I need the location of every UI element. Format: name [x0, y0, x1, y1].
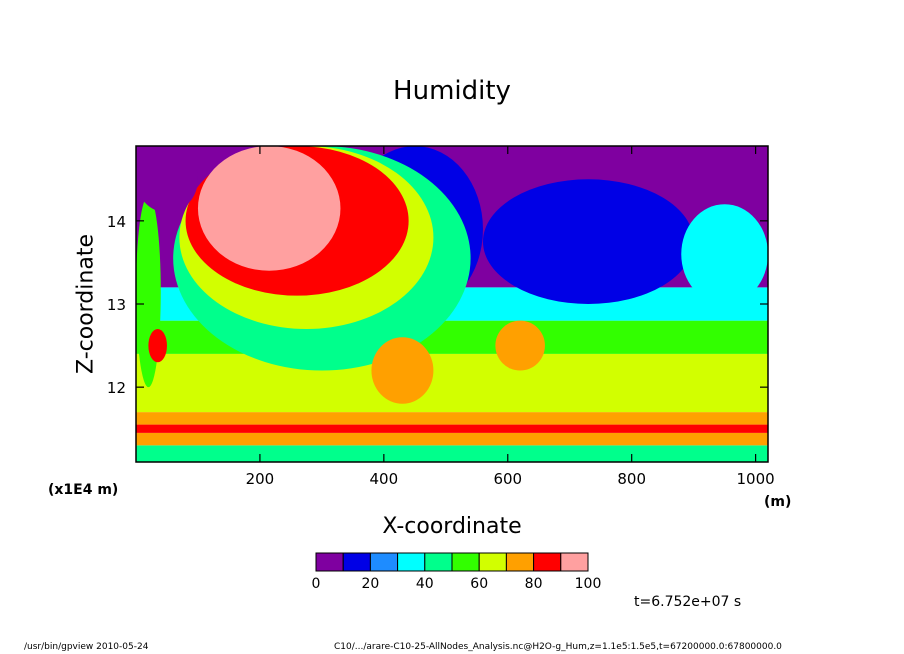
- humidity-band-3: [136, 412, 768, 425]
- colorbar-label: 40: [416, 576, 434, 592]
- humidity-region-0: [482, 179, 694, 304]
- x-tick-label: 200: [246, 470, 275, 488]
- colorbar: 0 20 40 60 80 100: [312, 552, 602, 592]
- humidity-region-7: [371, 337, 434, 404]
- chart-title: Humidity: [393, 76, 511, 106]
- y-tick-label: 12: [107, 379, 126, 397]
- x-tick-label: 800: [617, 470, 646, 488]
- colorbar-label: 0: [312, 576, 321, 592]
- axis-ticks: 200 400 600 800 1000 12 13 14: [107, 146, 775, 488]
- x-axis-label: X-coordinate: [382, 514, 522, 539]
- x-tick-label: 1000: [737, 470, 775, 488]
- y-axis-label: Z-coordinate: [73, 234, 99, 374]
- colorbar-label: 80: [525, 576, 543, 592]
- humidity-region-11: [136, 146, 198, 213]
- x-axis-unit: (m): [764, 494, 792, 510]
- colorbar-label: 20: [361, 576, 379, 592]
- y-tick-label: 14: [107, 213, 126, 231]
- humidity-band-4: [136, 353, 768, 413]
- colorbar-swatch-6: [478, 552, 507, 572]
- colorbar-swatch-7: [505, 552, 535, 572]
- heatmap-layer: [136, 146, 768, 462]
- colorbar-swatch-3: [397, 552, 426, 572]
- y-axis-unit: (x1E4 m): [48, 482, 119, 498]
- humidity-region-1: [681, 204, 768, 304]
- y-tick-label: 13: [107, 296, 126, 314]
- colorbar-swatch-9: [560, 552, 589, 572]
- x-tick-label: 600: [493, 470, 522, 488]
- humidity-region-10: [148, 328, 167, 363]
- colorbar-swatch-5: [451, 552, 480, 572]
- footer-left: /usr/bin/gpview 2010-05-24: [24, 642, 149, 652]
- footer-right: C10/.../arare-C10-25-AllNodes_Analysis.n…: [334, 642, 782, 652]
- humidity-band-2: [136, 424, 768, 433]
- humidity-band-0: [136, 445, 768, 462]
- colorbar-swatch-2: [369, 552, 399, 572]
- time-stamp: t=6.752e+07 s: [634, 594, 742, 610]
- colorbar-label: 60: [470, 576, 488, 592]
- colorbar-swatch-0: [315, 552, 344, 572]
- colorbar-swatch-1: [342, 552, 371, 572]
- x-tick-label: 400: [370, 470, 399, 488]
- colorbar-swatch-4: [424, 552, 453, 572]
- colorbar-swatch-8: [533, 552, 562, 572]
- colorbar-label: 100: [575, 576, 602, 592]
- humidity-region-8: [495, 320, 545, 371]
- humidity-band-1: [136, 432, 768, 446]
- humidity-region-6: [197, 146, 341, 271]
